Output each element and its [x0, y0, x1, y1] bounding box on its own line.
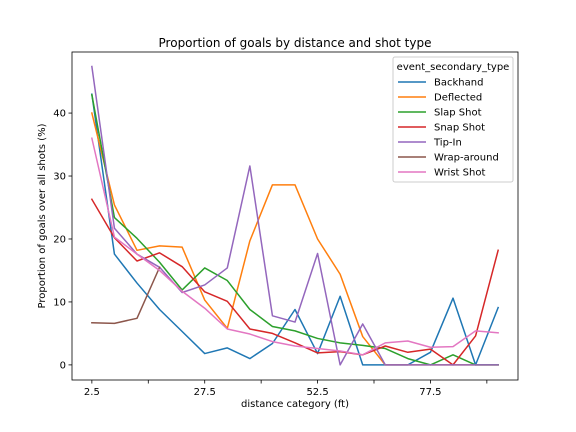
y-tick-label: 0	[60, 360, 66, 371]
legend: event_secondary_type Backhand Deflected Sl…	[392, 56, 514, 183]
series-line-wrist-shot	[90, 137, 499, 356]
x-tick-label: 52.5	[306, 387, 328, 398]
legend-title: event_secondary_type	[397, 62, 510, 73]
series-line-snap-shot	[90, 198, 500, 366]
legend-label-wrist-shot: Wrist Shot	[434, 168, 485, 179]
legend-label-backhand: Backhand	[434, 78, 483, 89]
plot-area	[90, 65, 500, 366]
chart-title: Proportion of goals by distance and shot…	[159, 36, 432, 50]
y-tick-label: 20	[53, 234, 66, 245]
x-axis-label: distance category (ft)	[241, 399, 349, 410]
x-tick-label: 77.5	[419, 387, 441, 398]
legend-label-slap-shot: Slap Shot	[434, 108, 482, 119]
y-tick-label: 40	[53, 109, 66, 120]
axes: 0 10 20 30 40 2.5 27.5 52.5 77.5	[53, 109, 488, 398]
x-tick-label: 27.5	[194, 387, 216, 398]
x-tick-label: 2.5	[84, 387, 100, 398]
legend-box	[392, 56, 514, 183]
legend-label-tip-in: Tip-In	[433, 138, 462, 149]
plot-frame	[71, 51, 519, 381]
series-line-backhand	[91, 93, 500, 366]
y-tick-label: 10	[53, 297, 66, 308]
legend-label-wrap-around: Wrap-around	[434, 153, 499, 164]
y-tick-label: 30	[53, 172, 66, 183]
legend-label-snap-shot: Snap Shot	[434, 123, 485, 134]
legend-label-deflected: Deflected	[434, 93, 482, 104]
y-axis-label: Proportion of goals over all shots (%)	[37, 123, 48, 308]
series-line-wrap-around	[91, 266, 161, 325]
